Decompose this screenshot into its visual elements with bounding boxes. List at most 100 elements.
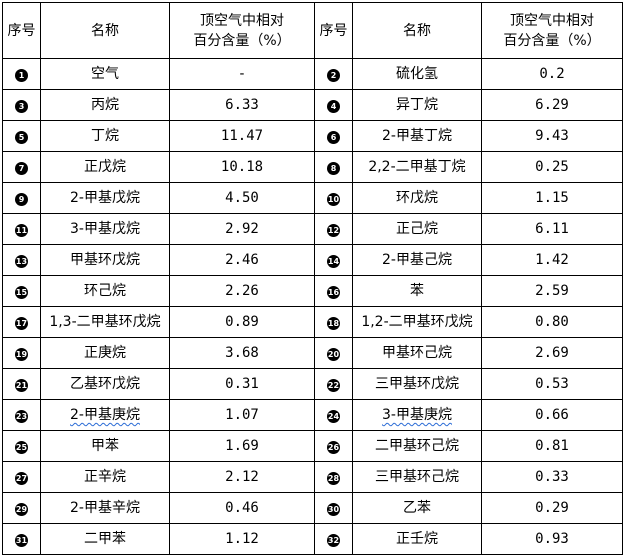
seq-cell: 13 xyxy=(2,244,41,276)
header-content: 顶空气中相对 百分含量（%） xyxy=(481,2,623,59)
compound-name: 乙基环戊烷 xyxy=(40,368,170,400)
seq-cell: 3 xyxy=(2,89,41,121)
relative-content-value: 6.11 xyxy=(481,213,623,245)
circled-number: 5 xyxy=(15,131,28,144)
compound-name-text: 2-甲基戊烷 xyxy=(70,190,140,206)
relative-content-value: 0.89 xyxy=(169,306,315,338)
relative-content-value: 6.33 xyxy=(169,89,315,121)
seq-cell: 14 xyxy=(314,244,353,276)
relative-content-value: 0.31 xyxy=(169,368,315,400)
compound-name-text: 二甲基环己烷 xyxy=(375,438,459,454)
relative-content-value: 2.92 xyxy=(169,213,315,245)
circled-number: 7 xyxy=(15,162,28,175)
relative-content-value: 0.93 xyxy=(481,523,623,555)
relative-content-value: 6.29 xyxy=(481,89,623,121)
compound-name: 正壬烷 xyxy=(352,523,482,555)
seq-cell: 25 xyxy=(2,430,41,462)
table-row: 31 二甲苯 1.12 32 正壬烷 0.93 xyxy=(2,523,623,555)
compound-name: 丙烷 xyxy=(40,89,170,121)
circled-number: 15 xyxy=(15,286,28,299)
circled-number: 9 xyxy=(15,193,28,206)
circled-number: 17 xyxy=(15,317,28,330)
relative-content-value: 2.59 xyxy=(481,275,623,307)
relative-content-value: 1.07 xyxy=(169,399,315,431)
compound-name-text: 正辛烷 xyxy=(84,469,126,485)
compound-name-text: 1,3-二甲基环戊烷 xyxy=(49,314,161,330)
table-row: 29 2-甲基辛烷 0.46 30 乙苯 0.29 xyxy=(2,492,623,524)
compound-name-text: 正庚烷 xyxy=(84,345,126,361)
compound-name: 3-甲基戊烷 xyxy=(40,213,170,245)
seq-cell: 15 xyxy=(2,275,41,307)
seq-cell: 31 xyxy=(2,523,41,555)
relative-content-value: 1.42 xyxy=(481,244,623,276)
circled-number: 32 xyxy=(327,534,340,547)
compound-name: 硫化氢 xyxy=(352,58,482,90)
table-row: 5 丁烷 11.47 6 2-甲基丁烷 9.43 xyxy=(2,120,623,152)
table-row: 23 2-甲基庚烷 1.07 24 3-甲基庚烷 0.66 xyxy=(2,399,623,431)
relative-content-value: 3.68 xyxy=(169,337,315,369)
seq-cell: 16 xyxy=(314,275,353,307)
circled-number: 3 xyxy=(15,100,28,113)
header-content-line1: 顶空气中相对 xyxy=(510,12,594,29)
compound-name-text: 3-甲基戊烷 xyxy=(70,221,140,237)
compound-name: 环戊烷 xyxy=(352,182,482,214)
circled-number: 16 xyxy=(327,286,340,299)
compound-name-text: 苯 xyxy=(410,283,424,299)
relative-content-value: 10.18 xyxy=(169,151,315,183)
compound-name: 正戊烷 xyxy=(40,151,170,183)
compound-name: 2-甲基戊烷 xyxy=(40,182,170,214)
compound-name-text: 2-甲基丁烷 xyxy=(382,128,452,144)
header-name: 名称 xyxy=(40,2,170,59)
compound-name-text: 1,2-二甲基环戊烷 xyxy=(361,314,473,330)
seq-cell: 21 xyxy=(2,368,41,400)
seq-cell: 19 xyxy=(2,337,41,369)
table-row: 27 正辛烷 2.12 28 三甲基环己烷 0.33 xyxy=(2,461,623,493)
seq-cell: 6 xyxy=(314,120,353,152)
relative-content-value: 0.66 xyxy=(481,399,623,431)
relative-content-value: 11.47 xyxy=(169,120,315,152)
relative-content-value: - xyxy=(169,58,315,90)
compound-name: 甲基环戊烷 xyxy=(40,244,170,276)
compound-name: 甲苯 xyxy=(40,430,170,462)
header-content-line2: 百分含量（%） xyxy=(193,32,291,49)
circled-number: 10 xyxy=(327,193,340,206)
compound-name: 空气 xyxy=(40,58,170,90)
relative-content-value: 1.12 xyxy=(169,523,315,555)
relative-content-value: 0.2 xyxy=(481,58,623,90)
circled-number: 25 xyxy=(15,441,28,454)
compound-name-text: 甲基环戊烷 xyxy=(70,252,140,268)
circled-number: 18 xyxy=(327,317,340,330)
compound-name-text: 丙烷 xyxy=(91,97,119,113)
compound-name: 环己烷 xyxy=(40,275,170,307)
circled-number: 11 xyxy=(15,224,28,237)
compound-name-text: 异丁烷 xyxy=(396,97,438,113)
compound-name: 2,2-二甲基丁烷 xyxy=(352,151,482,183)
seq-cell: 29 xyxy=(2,492,41,524)
compound-name: 2-甲基己烷 xyxy=(352,244,482,276)
relative-content-value: 2.46 xyxy=(169,244,315,276)
relative-content-value: 0.25 xyxy=(481,151,623,183)
circled-number: 22 xyxy=(327,379,340,392)
relative-content-value: 0.80 xyxy=(481,306,623,338)
compound-name-text: 环戊烷 xyxy=(396,190,438,206)
seq-cell: 17 xyxy=(2,306,41,338)
seq-cell: 4 xyxy=(314,89,353,121)
seq-cell: 20 xyxy=(314,337,353,369)
header-name: 名称 xyxy=(352,2,482,59)
table-row: 15 环己烷 2.26 16 苯 2.59 xyxy=(2,275,623,307)
header-content-line2: 百分含量（%） xyxy=(503,32,601,49)
seq-cell: 1 xyxy=(2,58,41,90)
header-seq: 序号 xyxy=(2,2,41,59)
table-row: 11 3-甲基戊烷 2.92 12 正己烷 6.11 xyxy=(2,213,623,245)
circled-number: 31 xyxy=(15,534,28,547)
compound-name-text: 乙苯 xyxy=(403,500,431,516)
compound-name: 正庚烷 xyxy=(40,337,170,369)
table-row: 7 正戊烷 10.18 8 2,2-二甲基丁烷 0.25 xyxy=(2,151,623,183)
relative-content-value: 1.69 xyxy=(169,430,315,462)
compound-name: 2-甲基辛烷 xyxy=(40,492,170,524)
header-content-line1: 顶空气中相对 xyxy=(200,12,284,29)
compound-name: 三甲基环己烷 xyxy=(352,461,482,493)
compound-name: 二甲基环己烷 xyxy=(352,430,482,462)
circled-number: 27 xyxy=(15,472,28,485)
